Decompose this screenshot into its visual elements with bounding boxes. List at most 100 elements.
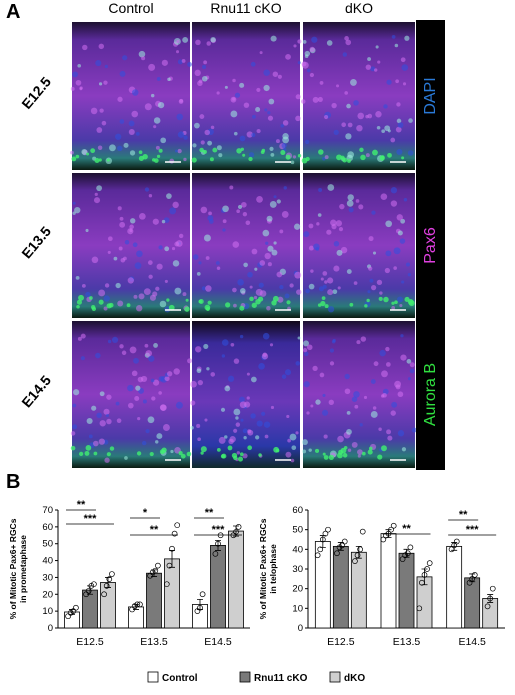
nucleus [242, 428, 248, 434]
nucleus [281, 143, 287, 149]
nucleus [303, 381, 310, 388]
nucleus [123, 256, 127, 261]
legend-swatch [147, 671, 159, 683]
nucleus [93, 197, 101, 204]
nucleus [395, 79, 399, 84]
legend-swatch [329, 671, 341, 683]
nucleus [322, 409, 329, 416]
bar [332, 545, 349, 629]
nucleus [147, 260, 153, 265]
nucleus [109, 144, 116, 152]
nucleus [207, 215, 214, 222]
nucleus [160, 404, 167, 412]
nucleus [346, 269, 352, 274]
aurora-spot [156, 154, 161, 159]
nucleus [181, 59, 186, 63]
aurora-spot [364, 304, 368, 308]
nucleus [129, 150, 136, 156]
nucleus [129, 224, 134, 230]
aurora-spot [372, 149, 378, 156]
nucleus [138, 293, 145, 300]
y-tick-label: 0 [48, 623, 53, 634]
nucleus [203, 234, 211, 242]
nucleus [91, 256, 99, 264]
nucleus [139, 212, 146, 220]
nucleus [119, 70, 126, 77]
nucleus [159, 300, 167, 308]
nucleus [295, 115, 301, 122]
aurora-spot [320, 300, 326, 307]
aurora-spot [98, 158, 102, 162]
aurora-spot [391, 301, 395, 305]
nucleus [311, 36, 318, 43]
nucleus [148, 63, 156, 71]
aurora-spot [185, 298, 189, 302]
nucleus [224, 85, 228, 89]
panel-label: B [6, 471, 20, 493]
nucleus [381, 129, 386, 134]
legend: Control Rnu11 cKO dKO [147, 671, 365, 684]
data-point [424, 566, 430, 572]
nucleus [379, 349, 386, 357]
nucleus [221, 354, 226, 358]
nucleus [327, 289, 334, 296]
bar [146, 572, 162, 629]
aurora-spot [76, 299, 82, 305]
nucleus [216, 91, 220, 95]
aurora-spot [237, 456, 244, 462]
nucleus [345, 39, 352, 46]
nucleus [115, 282, 121, 289]
nucleus [247, 271, 253, 278]
nucleus [277, 74, 282, 79]
nucleus [375, 45, 379, 49]
nucleus [396, 296, 404, 303]
nucleus [81, 149, 88, 155]
channel-strip [416, 20, 445, 470]
nucleus [103, 306, 108, 311]
aurora-spot [202, 149, 207, 154]
data-point [359, 528, 366, 535]
nucleus [411, 427, 417, 433]
aurora-spot [186, 451, 192, 457]
nucleus [224, 385, 231, 392]
nucleus [155, 145, 160, 150]
nucleus [166, 193, 172, 199]
significance-label: ** [77, 499, 86, 511]
nucleus [173, 368, 180, 375]
aurora-spot [368, 446, 373, 451]
data-point [235, 524, 242, 530]
nucleus [344, 373, 350, 380]
data-point [448, 546, 455, 553]
nucleus [264, 434, 269, 439]
nucleus [141, 56, 146, 61]
nucleus [135, 131, 140, 136]
nucleus [117, 300, 124, 307]
nucleus [190, 400, 196, 406]
nucleus [197, 380, 204, 386]
aurora-spot [321, 296, 326, 301]
aurora-spot [138, 150, 143, 155]
nucleus [107, 339, 112, 344]
aurora-spot [89, 296, 93, 300]
data-point [416, 605, 423, 612]
nucleus [148, 355, 155, 362]
nucleus [169, 207, 177, 215]
aurora-spot [212, 147, 218, 153]
data-point [380, 536, 387, 543]
legend-label: Rnu11 cKO [254, 673, 308, 684]
data-point [134, 601, 141, 608]
nucleus [190, 380, 197, 388]
nucleus [111, 336, 119, 343]
nucleus [99, 420, 106, 427]
significance-label: *** [212, 524, 226, 536]
nucleus [118, 246, 123, 251]
nucleus [177, 59, 183, 65]
nucleus [333, 241, 340, 247]
nucleus [198, 261, 202, 265]
nucleus [262, 229, 270, 237]
nucleus [302, 347, 308, 353]
nucleus [98, 82, 103, 86]
nucleus [158, 245, 163, 250]
aurora-spot [280, 150, 286, 156]
aurora-spot [272, 295, 279, 302]
